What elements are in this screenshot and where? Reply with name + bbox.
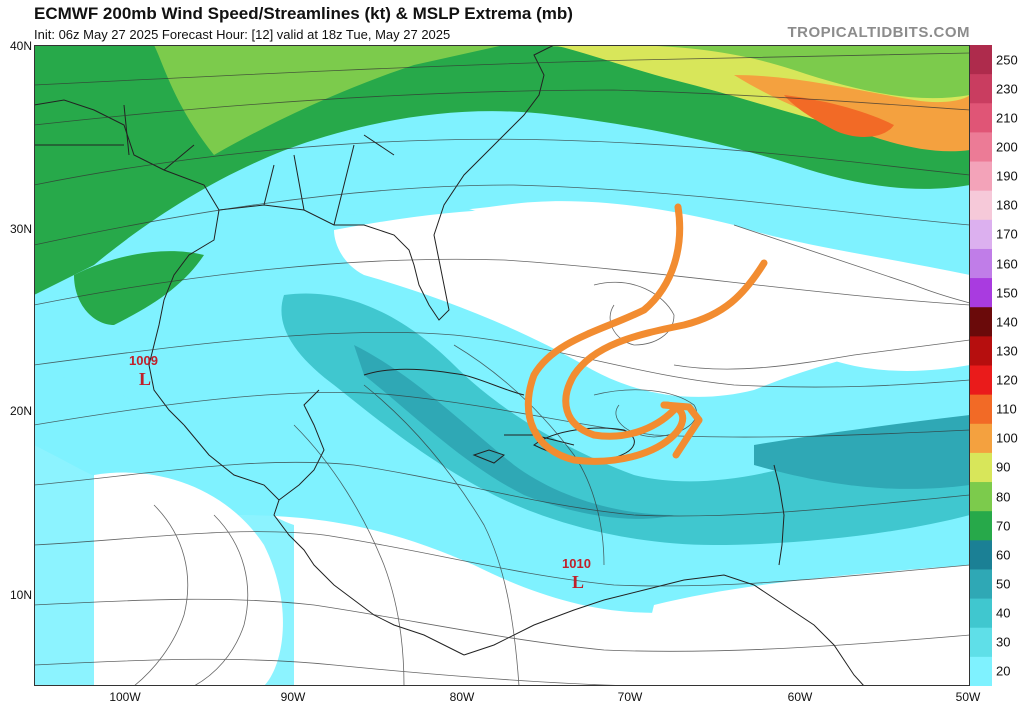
colorbar-segment [970, 423, 992, 454]
colorbar-label: 170 [996, 226, 1018, 242]
colorbar-segment [970, 103, 992, 133]
brand-watermark: TROPICALTIDBITS.COM [787, 24, 970, 41]
jet-stream [74, 251, 204, 325]
colorbar-label: 190 [996, 168, 1018, 184]
colorbar-label: 120 [996, 372, 1018, 388]
weather-map [34, 45, 970, 686]
colorbar-label: 150 [996, 285, 1018, 301]
map-border [34, 45, 970, 686]
wind-field-region [354, 345, 674, 519]
colorbar-segment [970, 452, 992, 483]
colorbar-label: 60 [996, 547, 1011, 563]
colorbar-label: 30 [996, 634, 1011, 650]
colorbar-segment [970, 219, 992, 250]
colorbar-segment [970, 627, 992, 658]
lat-label: 40N [9, 39, 32, 53]
lat-label: 30N [9, 222, 32, 236]
colorbar-segment [970, 190, 992, 221]
land-outlines [34, 45, 865, 686]
lat-label: 10N [9, 588, 32, 602]
colorbar-label: 90 [996, 459, 1011, 475]
calm-region [374, 583, 594, 686]
colorbar-label: 230 [996, 81, 1018, 97]
wind-field-region [754, 415, 970, 489]
colorbar-label: 70 [996, 518, 1011, 534]
lon-label: 50W [955, 690, 981, 704]
colorbar-segment [970, 132, 992, 163]
colorbar-label: 200 [996, 139, 1018, 155]
low-pressure-symbol: L [139, 369, 152, 389]
jet-stream [784, 95, 894, 137]
annotation-arrows [524, 203, 768, 465]
colorbar-segment [970, 307, 992, 337]
colorbar-segment [970, 74, 992, 104]
colorbar-segment [970, 278, 992, 308]
colorbar-segment [970, 482, 992, 512]
lat-label: 20N [9, 404, 32, 418]
colorbar-label: 80 [996, 489, 1011, 505]
colorbar-segment [970, 540, 992, 570]
lon-label: 90W [280, 690, 306, 704]
colorbar [970, 45, 992, 686]
colorbar-label: 100 [996, 430, 1018, 446]
colorbar-label: 250 [996, 52, 1018, 68]
lon-label: 60W [787, 690, 813, 704]
colorbar-label: 180 [996, 197, 1018, 213]
colorbar-segment [970, 511, 992, 541]
low-pressure-value: 1009 [129, 353, 158, 368]
colorbar-label: 130 [996, 343, 1018, 359]
colorbar-segment [970, 365, 992, 396]
colorbar-label: 110 [996, 401, 1017, 417]
colorbar-segment [970, 598, 992, 629]
colorbar-label: 160 [996, 256, 1018, 272]
calm-region [94, 472, 283, 686]
colorbar-segment [970, 248, 992, 279]
chart-title: ECMWF 200mb Wind Speed/Streamlines (kt) … [34, 4, 573, 23]
colorbar-segment [970, 656, 992, 686]
colorbar-label: 40 [996, 605, 1011, 621]
chart-subtitle: Init: 06z May 27 2025 Forecast Hour: [12… [34, 27, 451, 42]
low-pressure-symbol: L [572, 572, 585, 592]
colorbar-label: 140 [996, 314, 1018, 330]
wind-field-region [281, 293, 970, 545]
colorbar-segment [970, 394, 992, 425]
lon-label: 80W [449, 690, 475, 704]
lon-label: 100W [109, 690, 141, 704]
streamlines [34, 52, 970, 686]
colorbar-segment [970, 161, 992, 192]
colorbar-segment [970, 336, 992, 366]
lon-label: 70W [617, 690, 643, 704]
colorbar-label: 50 [996, 576, 1011, 592]
low-pressure-value: 1010 [562, 556, 591, 571]
colorbar-segment [970, 45, 992, 75]
colorbar-label: 210 [996, 110, 1018, 126]
calm-region [634, 565, 970, 686]
colorbar-segment [970, 569, 992, 600]
colorbar-label: 20 [996, 663, 1011, 679]
